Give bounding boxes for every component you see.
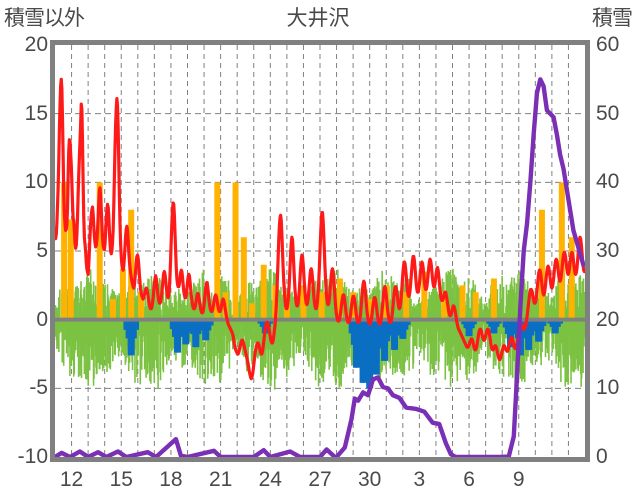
x-axis-tick: 30 [358, 468, 382, 491]
y-axis-left-tick: 20 [24, 33, 48, 56]
y-axis-right-tick: 60 [596, 33, 620, 56]
x-axis-tick: 6 [463, 468, 475, 491]
right-axis-unit-label: 積雪 [592, 7, 633, 30]
y-axis-right-tick: 0 [596, 445, 608, 468]
x-axis-tick: 18 [159, 468, 183, 491]
x-axis-tick: 12 [59, 468, 84, 491]
y-axis-left-tick: -10 [17, 445, 48, 468]
left-axis-unit-label: 積雪以外 [4, 7, 85, 30]
x-axis-tick: 24 [258, 468, 282, 491]
chart-canvas [55, 45, 585, 457]
y-axis-right-tick: 30 [596, 239, 620, 262]
x-axis-tick: 9 [512, 468, 525, 491]
y-axis-left-tick: -5 [29, 376, 48, 400]
plot-wrapper [50, 40, 590, 462]
x-axis-tick: 15 [109, 468, 133, 491]
y-axis-right-tick: 20 [596, 307, 620, 331]
page-title: 大井沢 [286, 7, 350, 30]
y-axis-right-tick: 50 [596, 101, 620, 125]
x-axis-tick: 27 [308, 468, 332, 491]
y-axis-left-tick: 0 [36, 307, 48, 331]
y-axis-left-tick: 10 [24, 170, 48, 194]
plot-area [55, 45, 585, 457]
x-axis-tick: 3 [413, 468, 426, 491]
y-axis-left-tick: 15 [24, 101, 48, 125]
x-axis-tick: 21 [208, 468, 233, 491]
y-axis-right-tick: 40 [596, 170, 620, 194]
y-axis-left-tick: 5 [36, 239, 48, 262]
y-axis-right-tick: 10 [596, 376, 620, 400]
